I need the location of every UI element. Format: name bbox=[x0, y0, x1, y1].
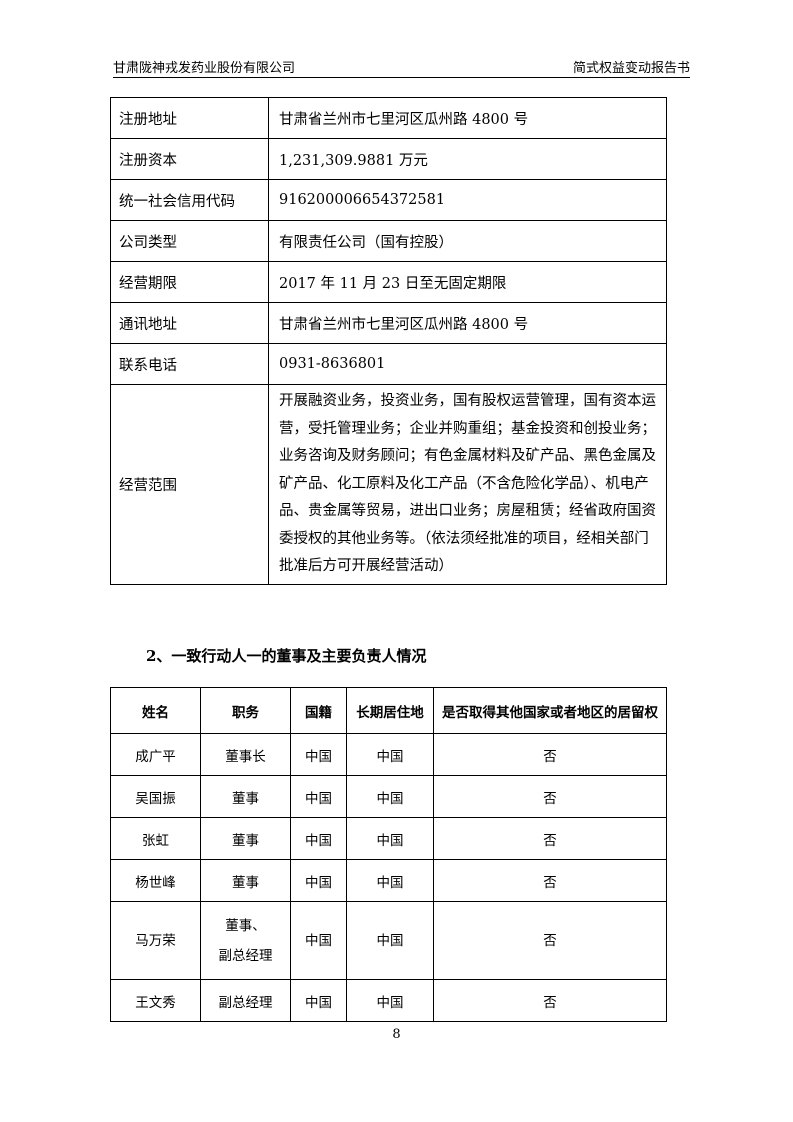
field-label: 注册资本 bbox=[110, 138, 269, 180]
column-header: 国籍 bbox=[290, 687, 347, 734]
cell-nationality: 中国 bbox=[290, 901, 347, 980]
cell-residence: 中国 bbox=[346, 817, 434, 860]
column-header: 职务 bbox=[200, 687, 291, 734]
field-value: 有限责任公司（国有控股） bbox=[268, 220, 667, 262]
cell-residence: 中国 bbox=[346, 901, 434, 980]
cell-name: 成广平 bbox=[110, 733, 201, 776]
table-row: 经营期限 2017 年 11 月 23 日至无固定期限 bbox=[110, 261, 667, 303]
column-header: 姓名 bbox=[110, 687, 201, 734]
field-value: 0931-8636801 bbox=[268, 343, 667, 385]
table-row: 注册地址 甘肃省兰州市七里河区瓜州路 4800 号 bbox=[110, 97, 667, 139]
field-value: 甘肃省兰州市七里河区瓜州路 4800 号 bbox=[268, 302, 667, 344]
cell-foreign-residency: 否 bbox=[433, 859, 667, 902]
table-row: 通讯地址 甘肃省兰州市七里河区瓜州路 4800 号 bbox=[110, 302, 667, 344]
cell-name: 王文秀 bbox=[110, 979, 201, 1022]
cell-nationality: 中国 bbox=[290, 775, 347, 818]
people-table: 姓名 职务 国籍 长期居住地 是否取得其他国家或者地区的居留权 成广平 董事长 中国… bbox=[110, 687, 667, 1022]
table-row: 公司类型 有限责任公司（国有控股） bbox=[110, 220, 667, 262]
field-label: 统一社会信用代码 bbox=[110, 179, 269, 221]
cell-foreign-residency: 否 bbox=[433, 901, 667, 980]
table-row: 联系电话 0931-8636801 bbox=[110, 343, 667, 385]
cell-title: 副总经理 bbox=[200, 979, 291, 1022]
table-row: 吴国振 董事 中国 中国否 bbox=[110, 775, 667, 818]
column-header: 是否取得其他国家或者地区的居留权 bbox=[433, 687, 667, 734]
field-label: 经营范围 bbox=[110, 384, 269, 585]
table-row: 杨世峰 董事 中国 中国否 bbox=[110, 859, 667, 902]
header-doc-title: 简式权益变动报告书 bbox=[572, 61, 690, 76]
table-row: 王文秀 副总经理 中国 中国否 bbox=[110, 979, 667, 1022]
cell-nationality: 中国 bbox=[290, 859, 347, 902]
cell-name: 杨世峰 bbox=[110, 859, 201, 902]
cell-foreign-residency: 否 bbox=[433, 817, 667, 860]
field-label: 通讯地址 bbox=[110, 302, 269, 344]
title-line: 副总经理 bbox=[218, 947, 273, 964]
table-row: 张虹 董事 中国 中国否 bbox=[110, 817, 667, 860]
title-line: 董事、 bbox=[225, 917, 266, 934]
field-value: 2017 年 11 月 23 日至无固定期限 bbox=[268, 261, 667, 303]
cell-residence: 中国 bbox=[346, 775, 434, 818]
cell-nationality: 中国 bbox=[290, 979, 347, 1022]
page-number: 8 bbox=[392, 1027, 401, 1042]
cell-nationality: 中国 bbox=[290, 817, 347, 860]
cell-title: 董事 bbox=[200, 775, 291, 818]
cell-name: 张虹 bbox=[110, 817, 201, 860]
cell-title: 董事 bbox=[200, 817, 291, 860]
cell-title: 董事 bbox=[200, 859, 291, 902]
table-row: 统一社会信用代码 916200006654372581 bbox=[110, 179, 667, 221]
cell-title: 董事、 副总经理 bbox=[200, 901, 291, 980]
cell-residence: 中国 bbox=[346, 733, 434, 776]
field-value: 916200006654372581 bbox=[268, 179, 667, 221]
cell-foreign-residency: 否 bbox=[433, 733, 667, 776]
cell-name: 吴国振 bbox=[110, 775, 201, 818]
table-row: 成广平 董事长 中国 中国否 bbox=[110, 733, 667, 776]
cell-name: 马万荣 bbox=[110, 901, 201, 980]
table-row: 马万荣 董事、 副总经理 中国 中国否 bbox=[110, 901, 667, 980]
cell-foreign-residency: 否 bbox=[433, 775, 667, 818]
cell-title: 董事长 bbox=[200, 733, 291, 776]
cell-foreign-residency: 否 bbox=[433, 979, 667, 1022]
header-company: 甘肃陇神戎发药业股份有限公司 bbox=[113, 61, 296, 76]
section-heading: 2、一致行动人一的董事及主要负责人情况 bbox=[146, 647, 427, 665]
company-info-table: 注册地址 甘肃省兰州市七里河区瓜州路 4800 号 注册资本 1,231,309.9… bbox=[110, 97, 667, 585]
cell-residence: 中国 bbox=[346, 859, 434, 902]
page-header: 甘肃陇神戎发药业股份有限公司 简式权益变动报告书 bbox=[113, 57, 690, 78]
column-header: 长期居住地 bbox=[346, 687, 434, 734]
field-label: 注册地址 bbox=[110, 97, 269, 139]
field-value: 开展融资业务，投资业务，国有股权运营管理，国有资本运营，受托管理业务；企业并购重… bbox=[268, 384, 667, 585]
field-value: 1,231,309.9881 万元 bbox=[268, 138, 667, 180]
field-label: 公司类型 bbox=[110, 220, 269, 262]
field-value: 甘肃省兰州市七里河区瓜州路 4800 号 bbox=[268, 97, 667, 139]
table-header-row: 姓名 职务 国籍 长期居住地 是否取得其他国家或者地区的居留权 bbox=[110, 687, 667, 734]
table-row: 注册资本 1,231,309.9881 万元 bbox=[110, 138, 667, 180]
table-row: 经营范围 开展融资业务，投资业务，国有股权运营管理，国有资本运营，受托管理业务；企… bbox=[110, 384, 667, 585]
cell-residence: 中国 bbox=[346, 979, 434, 1022]
field-label: 经营期限 bbox=[110, 261, 269, 303]
field-label: 联系电话 bbox=[110, 343, 269, 385]
cell-nationality: 中国 bbox=[290, 733, 347, 776]
